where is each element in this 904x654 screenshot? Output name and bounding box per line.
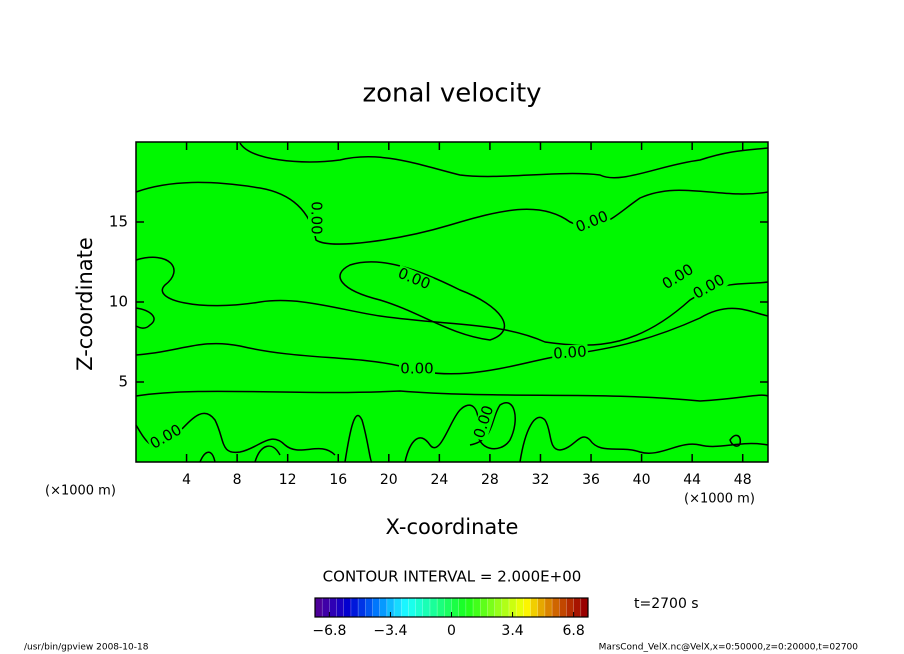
colorbar-tick-label: −3.4 <box>373 623 407 639</box>
colorbar-cell <box>573 598 582 617</box>
colorbar-tick-label: 0 <box>447 623 456 639</box>
field-fill <box>136 142 768 462</box>
colorbar-cell <box>429 598 438 617</box>
colorbar-cell <box>379 598 388 617</box>
contour-line <box>135 256 769 346</box>
x-tick-label: 44 <box>683 472 701 488</box>
contour-label-bg <box>308 200 324 236</box>
contour-line <box>135 181 769 245</box>
colorbar-cell <box>358 598 366 617</box>
colorbar-cell <box>552 598 560 617</box>
contour-line <box>135 307 769 375</box>
colorbar-cell <box>350 598 359 617</box>
x-tick-label: 32 <box>532 472 550 488</box>
contour-label-bg <box>658 260 698 294</box>
colorbar-cell <box>516 598 524 617</box>
time-label: t=2700 s <box>634 596 699 612</box>
x-tick-label: 36 <box>582 472 600 488</box>
colorbar-cell <box>365 598 373 617</box>
contour-line <box>519 416 769 463</box>
y-unit: (×1000 m) <box>45 484 116 499</box>
contour-label-bg <box>689 271 729 303</box>
x-tick-label: 48 <box>734 472 752 488</box>
contour-label-bg <box>470 402 498 442</box>
colorbar-cell <box>537 598 546 617</box>
y-tick-label: 10 <box>109 293 128 311</box>
contour-line <box>199 451 216 463</box>
colorbar-cell <box>530 598 539 617</box>
contour-label: 0.00 <box>308 201 326 234</box>
contour-line <box>135 390 769 402</box>
contour-line <box>254 445 281 463</box>
contour-line <box>344 414 373 463</box>
x-axis-label: X-coordinate <box>386 515 519 539</box>
colorbar-cell <box>437 598 445 617</box>
contour-label-bg <box>551 343 589 363</box>
colorbar-cell <box>508 598 517 617</box>
colorbar-cell <box>473 598 481 617</box>
x-tick-label: 28 <box>481 472 499 488</box>
colorbar-cell <box>415 598 424 617</box>
contour-label: 0.00 <box>400 360 433 378</box>
colorbar-tick-label: 6.8 <box>562 623 584 639</box>
y-axis-label: Z-coordinate <box>73 237 97 371</box>
colorbar-cell <box>444 598 452 617</box>
contour-label-bg <box>394 264 434 294</box>
x-tick-label: 8 <box>233 472 242 488</box>
contour-line <box>239 142 769 179</box>
contour-label-bg <box>572 207 612 237</box>
colorbar-cell <box>501 598 510 617</box>
colorbar-cell <box>386 598 395 617</box>
x-tick-label: 20 <box>380 472 398 488</box>
colorbar-cell <box>315 598 323 617</box>
x-tick-label: 24 <box>430 472 448 488</box>
colorbar-cell <box>544 598 553 617</box>
x-unit: (×1000 m) <box>684 492 755 507</box>
colorbar-cell <box>465 598 474 617</box>
colorbar-cell <box>343 598 352 617</box>
colorbar-cell <box>394 598 402 617</box>
contour-label-bg <box>399 361 435 377</box>
contour-label: 0.00 <box>553 342 588 362</box>
x-tick-label: 16 <box>329 472 347 488</box>
chart-title: zonal velocity <box>362 79 541 109</box>
colorbar-cell <box>487 598 495 617</box>
y-tick-label: 15 <box>109 213 128 231</box>
colorbar-cell <box>372 598 380 617</box>
colorbar-cell <box>336 598 345 617</box>
colorbar-cell <box>480 598 488 617</box>
contour-label-bg <box>146 421 186 453</box>
colorbar-cell <box>458 598 467 617</box>
contour-line <box>729 434 742 447</box>
colorbar-tick-label: 3.4 <box>501 623 523 639</box>
colorbar-cell <box>566 598 574 617</box>
colorbar-cell <box>422 598 431 617</box>
colorbar-cell <box>329 598 337 617</box>
colorbar-cell <box>401 598 409 617</box>
colorbar-cell <box>559 598 567 617</box>
contour-line <box>135 307 155 329</box>
footer-right: MarsCond_VelX.nc@VelX,x=0:50000,z=0:2000… <box>599 643 859 653</box>
x-tick-label: 4 <box>182 472 191 488</box>
y-tick-label: 5 <box>118 373 128 391</box>
x-tick-label: 12 <box>279 472 297 488</box>
colorbar-cell <box>408 598 416 617</box>
contour-interval: CONTOUR INTERVAL = 2.000E+00 <box>323 568 582 586</box>
colorbar-cell <box>494 598 503 617</box>
x-tick-label: 40 <box>633 472 651 488</box>
colorbar-tick-label: −6.8 <box>312 623 346 639</box>
colorbar-cell <box>451 598 459 617</box>
contour-line <box>339 261 506 341</box>
footer-left: /usr/bin/gpview 2008-10-18 <box>24 643 149 653</box>
colorbar-cell <box>322 598 330 617</box>
colorbar-cell <box>523 598 531 617</box>
colorbar-cell <box>580 598 589 617</box>
